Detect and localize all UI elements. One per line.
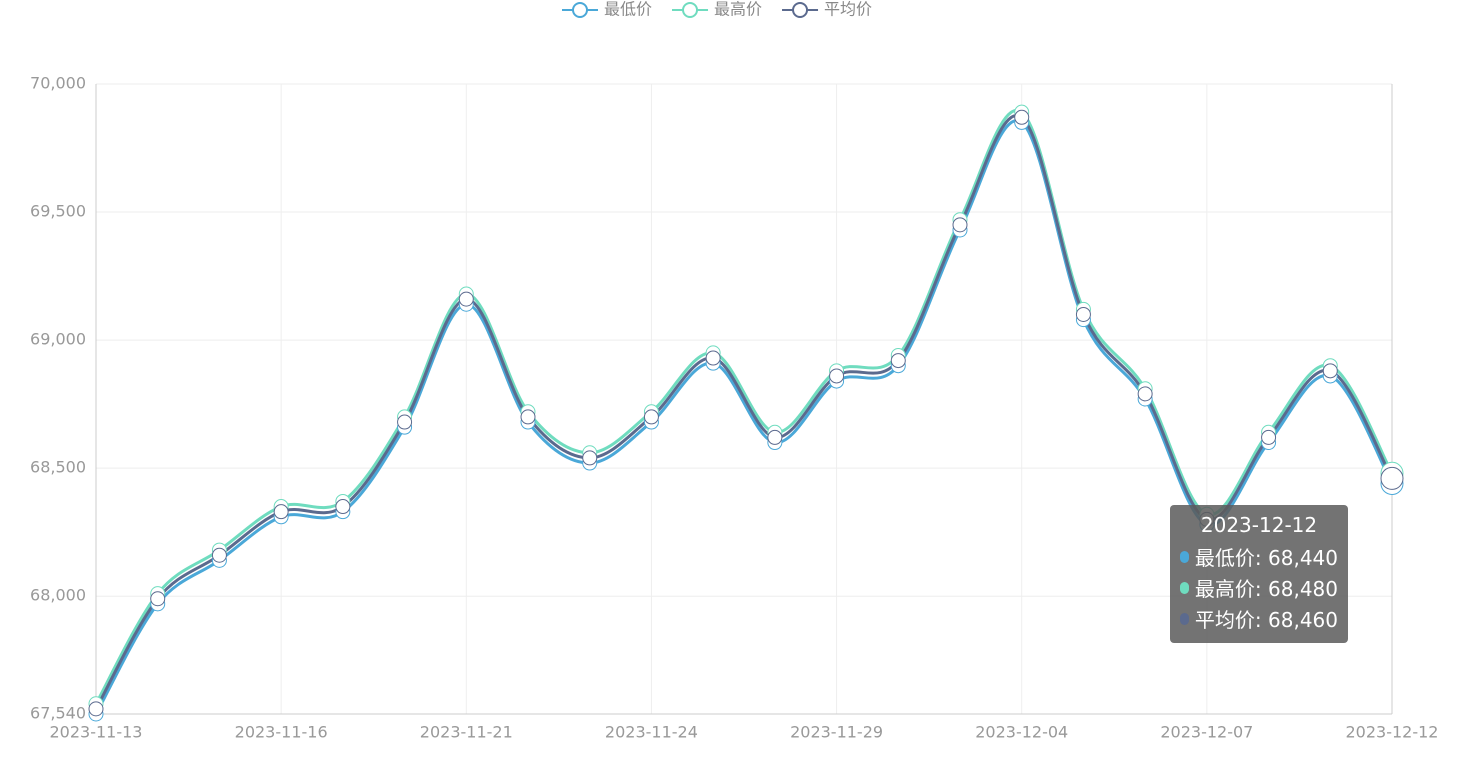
tooltip-row: 平均价: 68,460 [1180, 603, 1338, 634]
y-tick-label: 69,500 [30, 202, 86, 221]
data-point [1261, 429, 1277, 445]
data-point [582, 450, 598, 466]
data-point [211, 547, 227, 563]
tooltip-title: 2023-12-12 [1200, 513, 1318, 537]
data-point [88, 701, 104, 717]
tooltip-marker [1180, 581, 1189, 594]
tooltip: 2023-12-12 最低价: 68,440 最高价: 68,480 平均价: 68… [1170, 505, 1348, 643]
legend: 最低价 最高价 平均价 [562, 0, 872, 19]
x-tick-label: 2023-11-24 [605, 723, 698, 742]
tooltip-text: 最高价: 68,480 [1194, 577, 1338, 601]
tooltip-marker [1180, 612, 1189, 625]
data-point [829, 368, 845, 384]
data-point [1322, 363, 1338, 379]
tooltip-marker [1180, 550, 1189, 563]
legend-label: 平均价 [824, 0, 872, 19]
y-tick-label: 68,000 [30, 586, 86, 605]
data-point [1137, 386, 1153, 402]
x-tick-label: 2023-12-04 [975, 723, 1068, 742]
legend-icon [572, 2, 588, 18]
y-tick-label: 67,540 [30, 704, 86, 723]
data-point [1380, 466, 1404, 490]
data-point [1075, 306, 1091, 322]
y-tick-label: 69,000 [30, 330, 86, 349]
tooltip-row: 最低价: 68,440 [1180, 541, 1338, 572]
data-point [767, 429, 783, 445]
x-tick-label: 2023-12-12 [1346, 723, 1439, 742]
data-point [397, 414, 413, 430]
data-point [952, 217, 968, 233]
data-point [890, 353, 906, 369]
y-tick-label: 68,500 [30, 458, 86, 477]
x-tick-label: 2023-11-13 [50, 723, 143, 742]
x-tick-label: 2023-11-29 [790, 723, 883, 742]
legend-label: 最低价 [604, 0, 652, 19]
x-tick-label: 2023-12-07 [1160, 723, 1253, 742]
data-point [273, 504, 289, 520]
legend-label: 最高价 [714, 0, 762, 19]
legend-icon [792, 2, 809, 18]
data-point [705, 350, 721, 366]
data-point [643, 409, 659, 425]
tooltip-row: 最高价: 68,480 [1180, 572, 1338, 603]
tooltip-text: 平均价: 68,460 [1194, 608, 1338, 632]
data-point [1014, 109, 1030, 125]
legend-icon [682, 2, 699, 18]
data-point [458, 291, 474, 307]
tooltip-text: 最低价: 68,440 [1194, 546, 1338, 570]
x-tick-label: 2023-11-21 [420, 723, 513, 742]
y-tick-label: 70,000 [30, 74, 86, 93]
data-point [335, 499, 351, 515]
data-point [520, 409, 536, 425]
x-tick-label: 2023-11-16 [235, 723, 328, 742]
data-point [150, 591, 166, 607]
